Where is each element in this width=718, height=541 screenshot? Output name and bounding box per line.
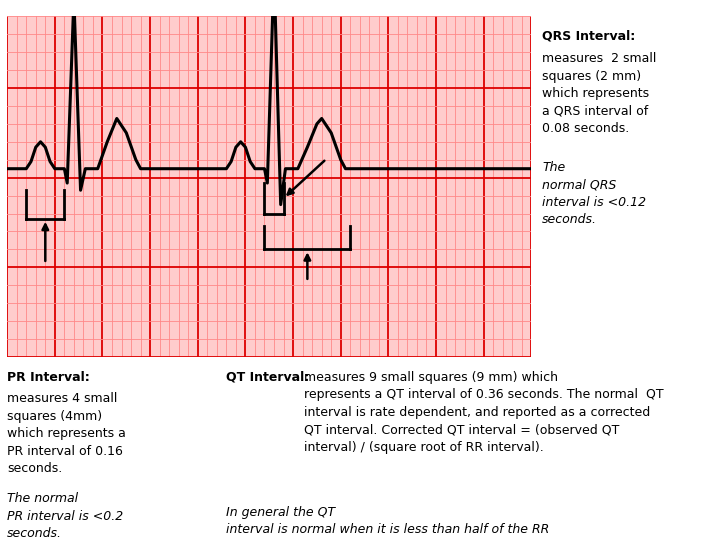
Text: PR Interval:: PR Interval: [7, 371, 90, 384]
Text: QRS Interval:: QRS Interval: [542, 30, 635, 43]
Text: In general the QT
interval is normal when it is less than half of the RR
interva: In general the QT interval is normal whe… [226, 506, 549, 541]
Text: The
normal QRS
interval is <0.12
seconds.: The normal QRS interval is <0.12 seconds… [542, 161, 646, 226]
Text: measures 4 small
squares (4mm)
which represents a
PR interval of 0.16
seconds.: measures 4 small squares (4mm) which rep… [7, 392, 126, 475]
Text: measures  2 small
squares (2 mm)
which represents
a QRS interval of
0.08 seconds: measures 2 small squares (2 mm) which re… [542, 52, 656, 135]
Text: QT Interval:: QT Interval: [226, 371, 309, 384]
Text: The normal
PR interval is <0.2
seconds.: The normal PR interval is <0.2 seconds. [7, 492, 123, 540]
Text: measures 9 small squares (9 mm) which
represents a QT interval of 0.36 seconds. : measures 9 small squares (9 mm) which re… [304, 371, 663, 453]
